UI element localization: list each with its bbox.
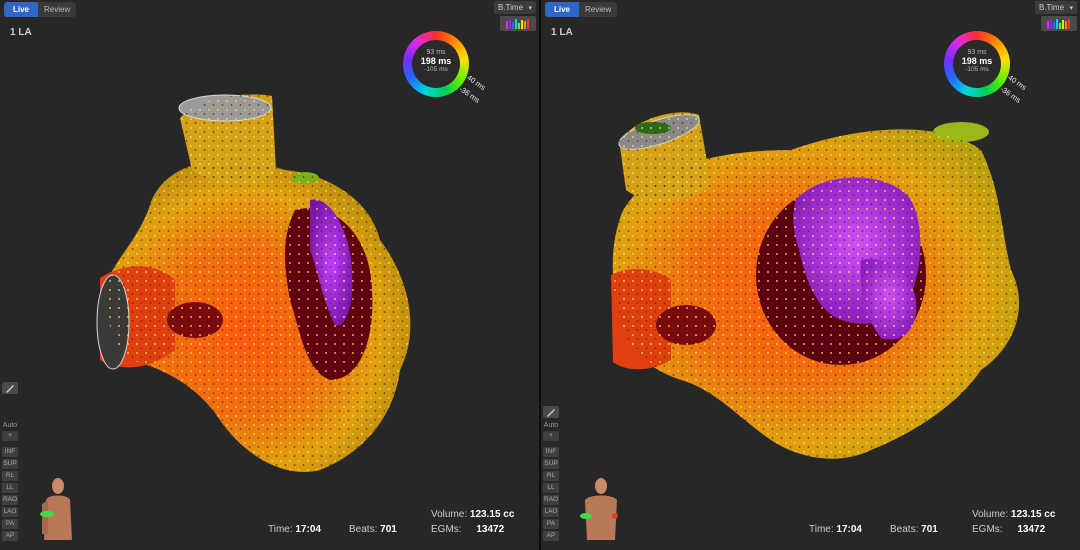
time-value: 17:04 <box>295 524 321 535</box>
view-lao[interactable]: LAO <box>2 507 18 517</box>
beats-readout: Beats: 701 <box>890 524 938 535</box>
scale-max: 93 ms <box>426 49 446 56</box>
egms-label: EGMs: <box>972 524 1003 535</box>
orientation-torso-icon[interactable] <box>38 474 78 540</box>
map-type-dropdown[interactable]: B.Time ▾ <box>494 1 536 14</box>
view-rao[interactable]: RAO <box>2 495 18 505</box>
view-auto[interactable]: Auto <box>543 422 559 429</box>
mode-tabs: Live Review <box>4 2 77 17</box>
scale-max: 93 ms <box>967 49 987 56</box>
color-scale-center: 93 ms 198 ms -105 ms <box>412 40 460 88</box>
view-ap[interactable]: AP <box>2 531 18 541</box>
egms-value: 13472 <box>476 524 505 535</box>
beats-value: 701 <box>921 524 938 535</box>
egms-label: EGMs: <box>431 524 462 535</box>
histogram-button[interactable] <box>500 16 536 31</box>
scale-range: 198 ms <box>420 56 452 66</box>
view-inf[interactable]: INF <box>543 447 559 457</box>
map-viewport-right[interactable]: Live Review 1 LA B.Time ▾ 93 ms 198 ms -… <box>541 0 1080 550</box>
view-sup[interactable]: SUP <box>543 459 559 469</box>
beats-label: Beats: <box>349 524 378 535</box>
color-scale-center: 93 ms 198 ms -105 ms <box>953 40 1001 88</box>
pin-tool-icon[interactable] <box>543 406 559 418</box>
tab-live[interactable]: Live <box>545 2 580 17</box>
volume-readout: Volume: 123.15 cc <box>431 509 514 520</box>
tab-review[interactable]: Review <box>579 2 618 17</box>
histogram-icon <box>506 19 529 29</box>
volume-label: Volume: <box>431 509 468 520</box>
scale-min: -105 ms <box>965 66 989 73</box>
volume-value: 123.15 cc <box>469 509 515 520</box>
histogram-button[interactable] <box>1041 16 1077 31</box>
map-type-dropdown[interactable]: B.Time ▾ <box>1035 1 1077 14</box>
scale-min: -105 ms <box>424 66 448 73</box>
view-toolbar: Auto + INF SUP RL LL RAO LAO PA AP <box>543 406 559 543</box>
pin-tool-icon[interactable] <box>2 382 18 394</box>
map-title: 1 LA <box>551 27 573 38</box>
map-viewport-left[interactable]: Live Review 1 LA B.Time ▾ 93 ms 198 ms -… <box>0 0 539 550</box>
time-readout: Time: 17:04 <box>268 524 321 535</box>
view-rl[interactable]: RL <box>2 471 18 481</box>
tab-review[interactable]: Review <box>38 2 77 17</box>
scale-range: 198 ms <box>961 56 993 66</box>
egms-value: 13472 <box>1017 524 1046 535</box>
view-pa[interactable]: PA <box>543 519 559 529</box>
beats-readout: Beats: 701 <box>349 524 397 535</box>
view-rao[interactable]: RAO <box>543 495 559 505</box>
beats-label: Beats: <box>890 524 919 535</box>
view-rl[interactable]: RL <box>543 471 559 481</box>
map-title: 1 LA <box>10 27 32 38</box>
view-zoom-in[interactable]: + <box>543 431 559 441</box>
orientation-torso-icon[interactable] <box>579 474 619 540</box>
view-ll[interactable]: LL <box>2 483 18 493</box>
left-atrium-3d-map[interactable] <box>541 0 1080 550</box>
beats-value: 701 <box>380 524 397 535</box>
map-type-label: B.Time <box>1039 3 1065 12</box>
volume-value: 123.15 cc <box>1010 509 1056 520</box>
view-toolbar: Auto + INF SUP RL LL RAO LAO PA AP <box>2 382 18 543</box>
view-ll[interactable]: LL <box>543 483 559 493</box>
left-atrium-3d-map[interactable] <box>0 0 539 550</box>
chevron-down-icon: ▾ <box>1069 5 1073 12</box>
egms-readout: EGMs: 13472 <box>431 524 504 535</box>
chevron-down-icon: ▾ <box>528 5 532 12</box>
map-type-label: B.Time <box>498 3 524 12</box>
tab-live[interactable]: Live <box>4 2 39 17</box>
time-value: 17:04 <box>836 524 862 535</box>
view-sup[interactable]: SUP <box>2 459 18 469</box>
mode-tabs: Live Review <box>545 2 618 17</box>
view-pa[interactable]: PA <box>2 519 18 529</box>
histogram-icon <box>1047 19 1070 29</box>
volume-readout: Volume: 123.15 cc <box>972 509 1055 520</box>
time-label: Time: <box>809 524 834 535</box>
time-readout: Time: 17:04 <box>809 524 862 535</box>
view-ap[interactable]: AP <box>543 531 559 541</box>
color-scale-ring[interactable]: 93 ms 198 ms -105 ms <box>403 31 469 97</box>
view-auto[interactable]: Auto <box>2 422 18 429</box>
egms-readout: EGMs: 13472 <box>972 524 1045 535</box>
view-inf[interactable]: INF <box>2 447 18 457</box>
time-label: Time: <box>268 524 293 535</box>
view-zoom-in[interactable]: + <box>2 431 18 441</box>
color-scale-ring[interactable]: 93 ms 198 ms -105 ms <box>944 31 1010 97</box>
volume-label: Volume: <box>972 509 1009 520</box>
view-lao[interactable]: LAO <box>543 507 559 517</box>
